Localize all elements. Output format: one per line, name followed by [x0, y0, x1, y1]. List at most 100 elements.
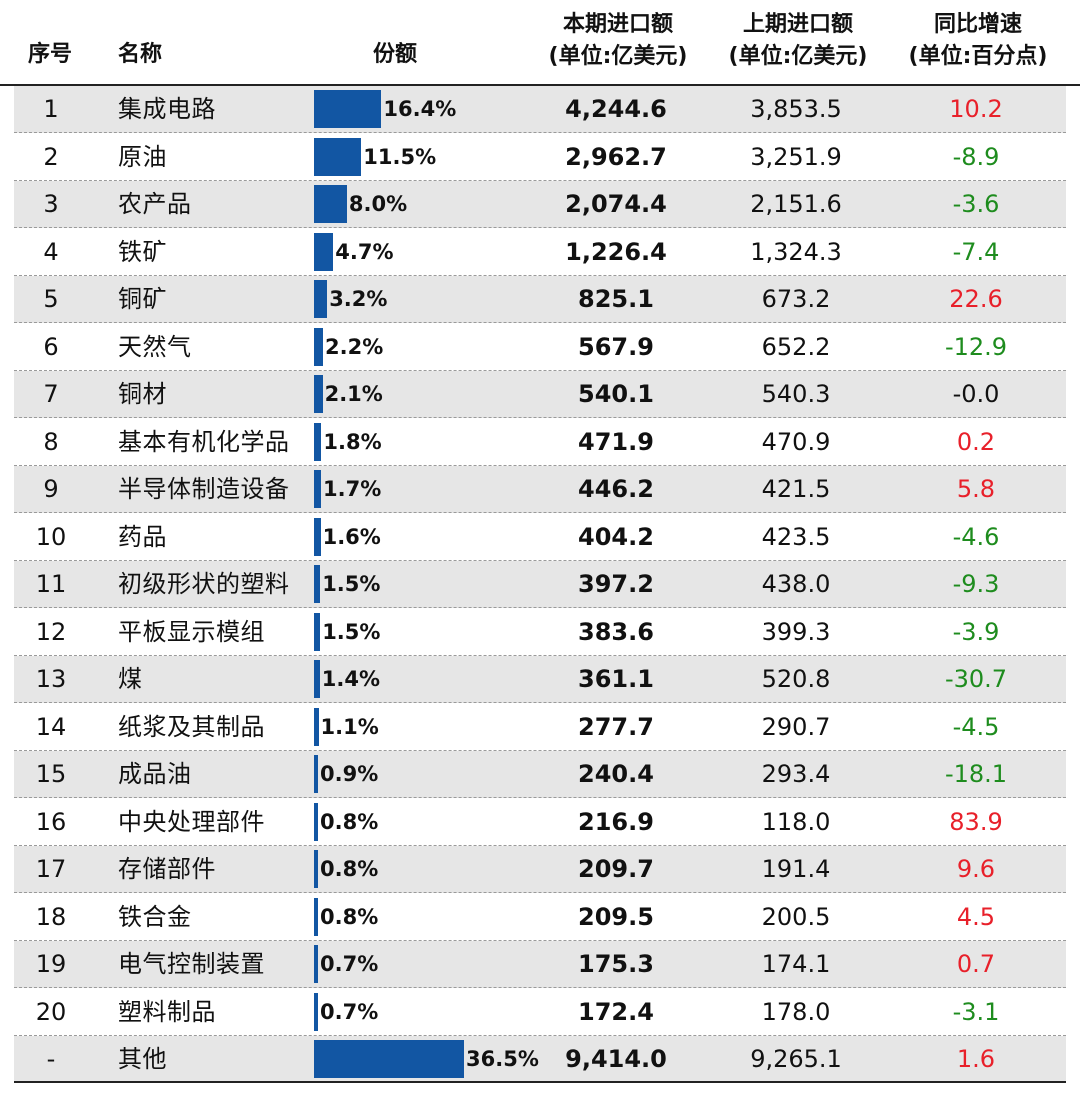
table-row: - 其他 36.5% 9,414.0 9,265.1 1.6: [14, 1036, 1066, 1083]
share-bar: [314, 422, 322, 461]
share-label: 0.7%: [320, 952, 379, 976]
yoy-value: -4.6: [952, 522, 1000, 551]
current-value: 825.1: [578, 285, 654, 313]
share-label: 0.7%: [320, 999, 379, 1024]
row-index: 19: [35, 950, 67, 978]
share-bar: [314, 660, 320, 698]
row-index: 17: [35, 855, 67, 883]
table-row: 18 铁合金 0.8% 209.5 200.5 4.5: [14, 894, 1066, 941]
current-value: 277.7: [578, 712, 654, 741]
share-bar: [314, 565, 321, 603]
row-name: 塑料制品: [118, 997, 216, 1026]
table-row: 1 集成电路 16.4% 4,244.6 3,853.5 10.2: [14, 86, 1066, 133]
row-name: 天然气: [118, 332, 192, 361]
previous-value: 520.8: [761, 665, 831, 693]
table-row: 16 中央处理部件 0.8% 216.9 118.0 83.9: [14, 799, 1066, 846]
header-previous-line2: (单位:亿美元): [728, 44, 868, 69]
yoy-value: -0.0: [952, 380, 1000, 408]
share-bar: [314, 992, 318, 1031]
row-index: 1: [43, 95, 59, 123]
table-row: 9 半导体制造设备 1.7% 446.2 421.5 5.8: [14, 466, 1066, 513]
previous-value: 399.3: [761, 617, 831, 646]
previous-value: 438.0: [761, 570, 831, 598]
row-name: 平板显示模组: [118, 617, 265, 646]
row-index: 15: [35, 760, 67, 788]
yoy-value: 83.9: [949, 807, 1003, 836]
table-row: 20 塑料制品 0.7% 172.4 178.0 -3.1: [14, 989, 1066, 1036]
yoy-value: -7.4: [952, 237, 1000, 266]
previous-value: 652.2: [761, 332, 831, 361]
row-index: 9: [43, 475, 59, 503]
yoy-value: -3.9: [952, 617, 1000, 646]
yoy-value: 5.8: [956, 475, 996, 503]
yoy-value: 22.6: [949, 285, 1003, 313]
row-index: 18: [35, 902, 67, 931]
share-bar: [314, 90, 382, 128]
current-value: 540.1: [578, 380, 654, 408]
yoy-value: -9.3: [952, 570, 1000, 598]
current-value: 1,226.4: [565, 237, 667, 266]
share-bar: [314, 327, 323, 366]
share-label: 8.0%: [348, 192, 408, 216]
share-label: 16.4%: [383, 97, 457, 121]
table-row: 4 铁矿 4.7% 1,226.4 1,324.3 -7.4: [14, 229, 1066, 276]
row-name: 原油: [118, 142, 167, 171]
share-label: 1.6%: [322, 524, 381, 549]
share-bar: [314, 185, 347, 223]
current-value: 2,962.7: [565, 142, 667, 171]
header-index: 序号: [27, 42, 72, 67]
row-index: 7: [43, 380, 59, 408]
current-value: 2,074.4: [565, 190, 667, 218]
share-label: 0.8%: [320, 809, 379, 834]
current-value: 175.3: [578, 950, 654, 978]
table-row: 6 天然气 2.2% 567.9 652.2 -12.9: [14, 324, 1066, 371]
table-row: 10 药品 1.6% 404.2 423.5 -4.6: [14, 514, 1066, 561]
yoy-value: -3.6: [952, 190, 1000, 218]
current-value: 209.5: [578, 902, 654, 931]
share-bar: [314, 470, 321, 508]
current-value: 383.6: [578, 617, 654, 646]
table-row: 13 煤 1.4% 361.1 520.8 -30.7: [14, 656, 1066, 703]
row-name: 农产品: [118, 190, 192, 218]
yoy-value: -3.1: [952, 997, 1000, 1026]
header-share: 份额: [372, 42, 417, 67]
previous-value: 673.2: [761, 285, 831, 313]
share-label: 1.4%: [321, 667, 381, 691]
current-value: 361.1: [578, 665, 654, 693]
row-index: 20: [35, 997, 67, 1026]
share-label: 2.1%: [324, 382, 383, 406]
share-bar: [314, 755, 318, 793]
current-value: 404.2: [578, 522, 654, 551]
yoy-value: -30.7: [944, 665, 1008, 693]
yoy-value: 9.6: [956, 855, 996, 883]
previous-value: 290.7: [761, 712, 831, 741]
table-row: 12 平板显示模组 1.5% 383.6 399.3 -3.9: [14, 609, 1066, 656]
share-label: 0.8%: [320, 857, 379, 881]
share-label: 11.5%: [363, 144, 437, 169]
yoy-value: 0.7: [956, 950, 996, 978]
row-name: 铁合金: [118, 902, 192, 931]
yoy-value: 0.2: [956, 427, 996, 456]
header-previous-line1: 上期进口额: [742, 12, 853, 37]
share-label: 1.8%: [323, 429, 382, 454]
row-name: 基本有机化学品: [118, 427, 290, 456]
current-value: 216.9: [578, 807, 654, 836]
share-label: 0.8%: [320, 904, 379, 929]
row-name: 存储部件: [118, 855, 216, 883]
row-name: 中央处理部件: [118, 807, 265, 836]
current-value: 471.9: [578, 427, 654, 456]
header-yoy-line2: (单位:百分点): [908, 44, 1048, 69]
share-label: 2.2%: [325, 334, 384, 359]
share-bar: [314, 375, 323, 413]
yoy-value: 10.2: [949, 95, 1003, 123]
share-bar: [314, 612, 321, 651]
current-value: 240.4: [578, 760, 654, 788]
current-value: 397.2: [578, 570, 654, 598]
share-bar: [314, 802, 318, 841]
table-row: 14 纸浆及其制品 1.1% 277.7 290.7 -4.5: [14, 704, 1066, 751]
previous-value: 9,265.1: [750, 1045, 842, 1073]
table-row: 17 存储部件 0.8% 209.7 191.4 9.6: [14, 846, 1066, 893]
table-row: 11 初级形状的塑料 1.5% 397.2 438.0 -9.3: [14, 561, 1066, 608]
row-index: 8: [43, 427, 59, 456]
previous-value: 423.5: [761, 522, 831, 551]
